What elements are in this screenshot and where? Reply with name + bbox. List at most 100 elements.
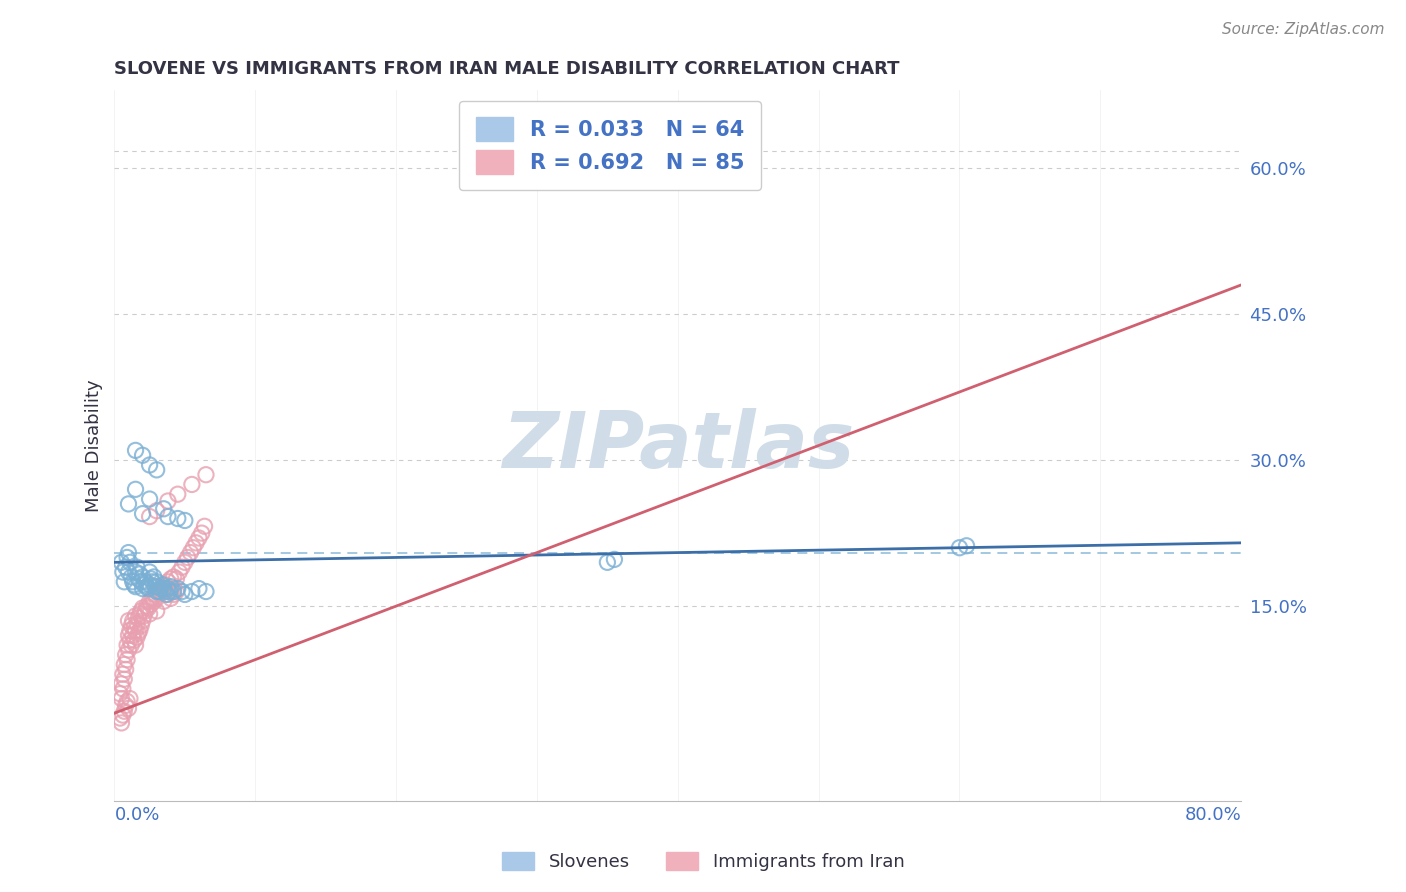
Point [131,570,153,584]
Point [138,458,160,472]
Point [156,587,179,601]
Point [143,580,166,594]
Text: SLOVENE VS IMMIGRANTS FROM IRAN MALE DISABILITY CORRELATION CHART: SLOVENE VS IMMIGRANTS FROM IRAN MALE DIS… [114,60,900,78]
Point [156,582,179,596]
Point [111,667,134,681]
Point [146,584,169,599]
Point [115,653,138,667]
Point [134,574,156,589]
Point [194,467,217,482]
Point [187,531,209,545]
Point [112,574,135,589]
Point [111,708,134,723]
Point [127,572,149,586]
Point [152,501,174,516]
Point [156,494,179,508]
Point [146,580,169,594]
Point [114,560,136,574]
Point [596,555,619,569]
Point [128,566,150,581]
Point [170,584,193,599]
Text: 80.0%: 80.0% [1184,805,1241,823]
Point [145,463,167,477]
Point [165,572,187,586]
Point [125,560,148,574]
Point [142,594,165,608]
Point [143,587,166,601]
Point [139,572,162,586]
Point [159,580,181,594]
Point [179,545,201,559]
Point [124,638,146,652]
Point [110,715,132,730]
Point [110,691,132,706]
Point [162,587,184,601]
Point [121,628,143,642]
Text: 0.0%: 0.0% [114,805,160,823]
Point [149,582,172,596]
Point [603,552,626,566]
Point [141,591,163,606]
Point [120,618,142,632]
Point [124,580,146,594]
Point [129,574,152,589]
Point [117,614,139,628]
Point [153,584,176,599]
Point [115,550,138,565]
Point [165,584,187,599]
Point [180,584,202,599]
Point [122,621,145,635]
Point [156,509,179,524]
Point [138,509,160,524]
Point [193,519,215,533]
Point [153,577,176,591]
Point [122,633,145,648]
Point [129,604,152,618]
Point [187,582,209,596]
Point [948,541,970,555]
Point [120,570,142,584]
Point [118,633,141,648]
Point [114,648,136,662]
Point [124,483,146,497]
Point [152,580,174,594]
Point [157,584,180,599]
Point [108,687,131,701]
Point [124,624,146,638]
Point [124,565,146,579]
Point [159,584,181,599]
Point [118,624,141,638]
Point [111,681,134,696]
Point [156,574,179,589]
Point [131,507,153,521]
Point [152,582,174,596]
Point [131,448,153,462]
Point [181,541,204,555]
Point [955,539,977,553]
Point [124,608,146,623]
Point [124,443,146,458]
Legend: R = 0.033   N = 64, R = 0.692   N = 85: R = 0.033 N = 64, R = 0.692 N = 85 [460,101,761,191]
Point [1315,142,1337,156]
Point [112,704,135,718]
Point [118,691,141,706]
Point [108,711,131,725]
Y-axis label: Male Disability: Male Disability [86,379,103,512]
Legend: Slovenes, Immigrants from Iran: Slovenes, Immigrants from Iran [495,845,911,879]
Point [138,594,160,608]
Point [141,574,163,589]
Point [184,536,207,550]
Point [115,694,138,708]
Point [121,574,143,589]
Point [117,643,139,657]
Point [135,580,157,594]
Point [150,577,173,591]
Point [148,587,170,601]
Point [120,638,142,652]
Point [159,591,181,606]
Point [152,594,174,608]
Point [117,497,139,511]
Point [128,607,150,621]
Point [117,701,139,715]
Point [190,526,212,541]
